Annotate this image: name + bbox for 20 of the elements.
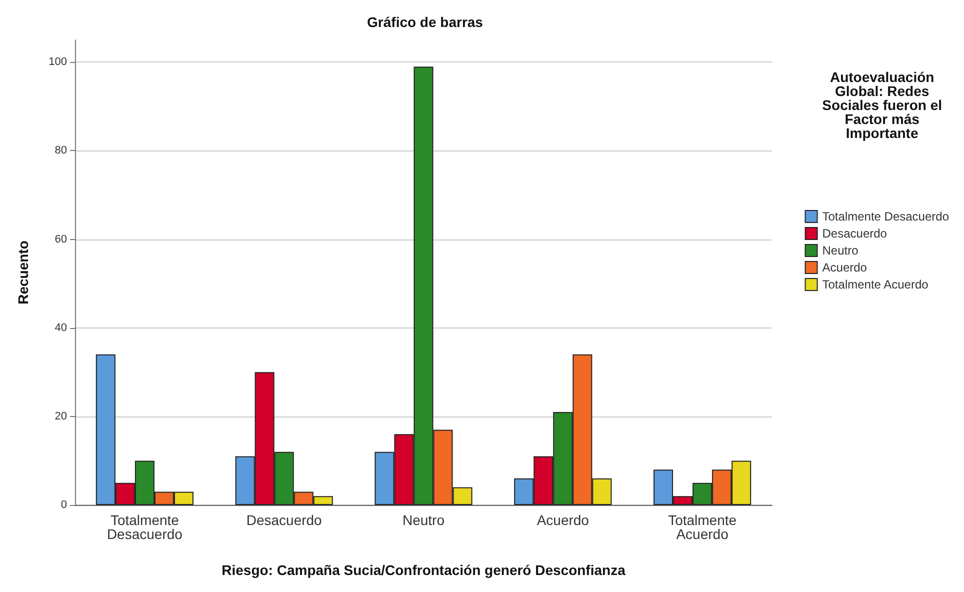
legend-label: Desacuerdo <box>822 226 888 240</box>
legend-label: Acuerdo <box>822 260 868 274</box>
y-tick-label: 100 <box>48 56 67 68</box>
x-tick-label: Desacuerdo <box>246 512 322 528</box>
y-tick-label: 60 <box>54 233 67 246</box>
y-tick-label: 20 <box>54 410 67 422</box>
y-tick-label: 0 <box>60 499 67 511</box>
chart-title: Gráfico de barras <box>367 14 484 30</box>
y-tick-label: 80 <box>54 144 67 157</box>
legend-label: Neutro <box>822 244 859 258</box>
x-tick-label: Totalmente Desacuerdo <box>106 512 183 542</box>
x-tick-label: Neutro <box>402 512 445 528</box>
legend-title: Autoevaluación Global: Redes Sociales fueron el Factor más Importante <box>822 69 942 141</box>
y-tick-label: 40 <box>54 322 67 334</box>
y-axis-title: Recuento <box>15 240 31 304</box>
legend-label: Totalmente Desacuerdo <box>822 210 950 224</box>
legend-label: Totalmente Acuerdo <box>822 278 929 292</box>
x-tick-label: Acuerdo <box>536 512 590 528</box>
x-tick-label: Totalmente Acuerdo <box>668 512 737 542</box>
x-axis-title: Riesgo: Campaña Sucia/Confrontación generó Desconfianza <box>222 562 626 578</box>
